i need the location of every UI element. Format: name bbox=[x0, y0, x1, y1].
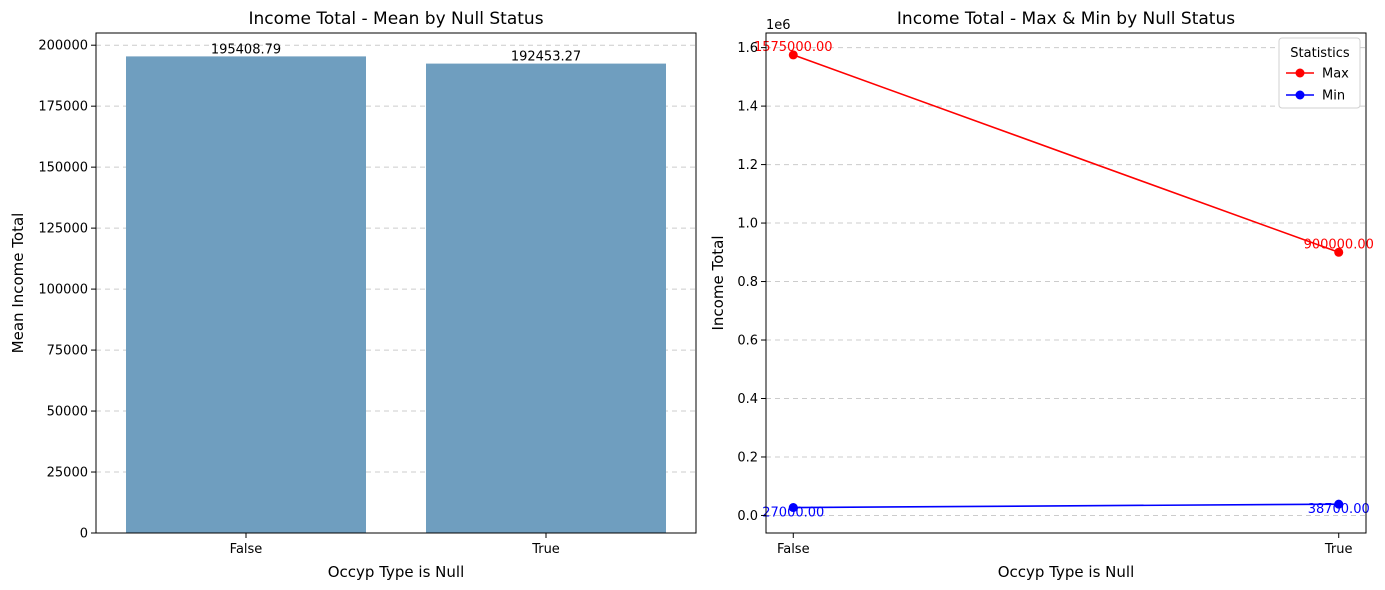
legend-frame bbox=[1278, 37, 1361, 109]
right-x-tick-label: False bbox=[777, 542, 810, 557]
right-y-tick-label: 0.0 bbox=[737, 509, 758, 524]
series-line-max bbox=[793, 54, 1339, 254]
left-x-tick-label: False bbox=[230, 542, 263, 557]
data-point-max bbox=[788, 50, 798, 60]
left-x-tick-label: True bbox=[531, 542, 560, 557]
right-y-tick-label: 1.0 bbox=[737, 217, 758, 232]
bar bbox=[126, 56, 366, 534]
bar-value-label: 192453.27 bbox=[511, 50, 581, 65]
point-value-label-max: 900000.00 bbox=[1304, 237, 1374, 252]
legend: Statistics Max Min bbox=[1278, 37, 1361, 109]
left-y-tick-label: 75000 bbox=[47, 344, 88, 359]
legend-marker-max bbox=[1295, 68, 1305, 78]
right-plot-frame bbox=[765, 32, 1367, 534]
right-y-tick-label: 1.2 bbox=[737, 158, 758, 173]
bar bbox=[426, 63, 666, 534]
data-point-min bbox=[788, 503, 798, 513]
legend-label-min: Min bbox=[1322, 89, 1345, 104]
mean-bar-chart: 195408.79 192453.27 0 25000 50000 75000 10000… bbox=[9, 9, 697, 581]
left-y-tick-label: 200000 bbox=[38, 39, 88, 54]
series-line-min bbox=[793, 503, 1339, 509]
left-x-axis-label: Occyp Type is Null bbox=[328, 563, 465, 581]
left-y-tick-label: 175000 bbox=[38, 100, 88, 115]
data-point-min bbox=[1334, 499, 1344, 509]
right-chart-title: Income Total - Max & Min by Null Status bbox=[897, 9, 1235, 29]
data-point-max bbox=[1334, 247, 1344, 257]
left-chart-title: Income Total - Mean by Null Status bbox=[248, 9, 543, 29]
point-value-label-min: 38700.00 bbox=[1308, 502, 1370, 517]
legend-label-max: Max bbox=[1322, 67, 1349, 82]
right-y-tick-label: 0.8 bbox=[737, 275, 758, 290]
left-y-tick-label: 100000 bbox=[38, 283, 88, 298]
left-y-tick-label: 25000 bbox=[47, 466, 88, 481]
left-y-tick-label: 50000 bbox=[47, 405, 88, 420]
legend-title: Statistics bbox=[1290, 46, 1350, 61]
left-plot-frame bbox=[95, 32, 697, 534]
max-min-line-chart: 1575000.00 900000.00 27000.00 38700.00 0.0 0… bbox=[709, 9, 1374, 581]
left-y-axis-label: Mean Income Total bbox=[9, 213, 27, 354]
left-y-tick-label: 0 bbox=[80, 527, 88, 542]
right-y-tick-label: 0.2 bbox=[737, 450, 758, 465]
right-x-axis-label: Occyp Type is Null bbox=[998, 563, 1135, 581]
right-y-tick-label: 0.4 bbox=[737, 392, 758, 407]
legend-marker-min bbox=[1295, 90, 1305, 100]
bar-value-label: 195408.79 bbox=[211, 42, 281, 57]
point-value-label-max: 1575000.00 bbox=[754, 40, 833, 55]
left-y-tick-label: 125000 bbox=[38, 222, 88, 237]
right-y-tick-label: 1.6 bbox=[737, 41, 758, 56]
right-y-tick-label: 0.6 bbox=[737, 334, 758, 349]
point-value-label-min: 27000.00 bbox=[762, 506, 824, 521]
left-y-tick-label: 150000 bbox=[38, 161, 88, 176]
y-scale-multiplier: 1e6 bbox=[766, 18, 791, 33]
right-x-tick-label: True bbox=[1324, 542, 1353, 557]
right-y-tick-label: 1.4 bbox=[737, 100, 758, 115]
right-y-axis-label: Income Total bbox=[709, 236, 727, 331]
